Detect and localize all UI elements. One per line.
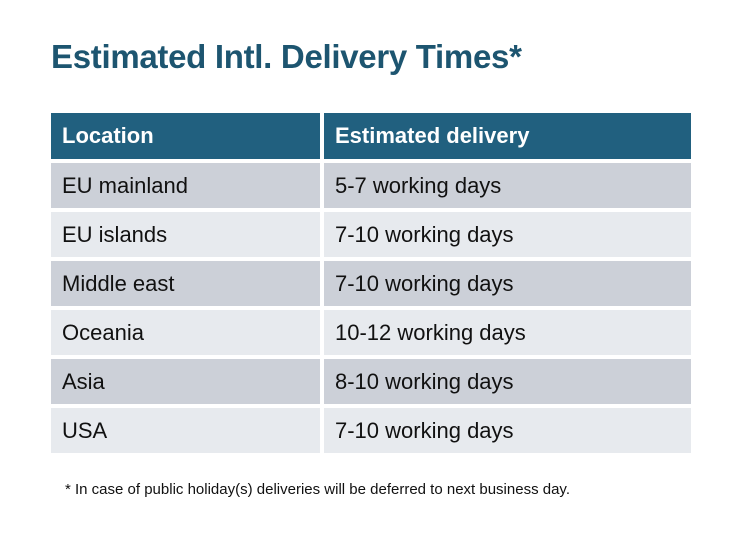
table-row: Oceania 10-12 working days bbox=[51, 310, 691, 355]
table-header-row: Location Estimated delivery bbox=[51, 113, 691, 159]
cell-location: Middle east bbox=[51, 261, 320, 306]
table-row: EU mainland 5-7 working days bbox=[51, 163, 691, 208]
table-row: Asia 8-10 working days bbox=[51, 359, 691, 404]
cell-location: EU mainland bbox=[51, 163, 320, 208]
cell-delivery: 5-7 working days bbox=[324, 163, 691, 208]
cell-delivery: 7-10 working days bbox=[324, 408, 691, 453]
delivery-times-table: Location Estimated delivery EU mainland … bbox=[51, 113, 691, 457]
page-title: Estimated Intl. Delivery Times* bbox=[51, 38, 522, 75]
cell-location: USA bbox=[51, 408, 320, 453]
cell-location: EU islands bbox=[51, 212, 320, 257]
column-header-location: Location bbox=[51, 113, 320, 159]
table-row: Middle east 7-10 working days bbox=[51, 261, 691, 306]
table-row: EU islands 7-10 working days bbox=[51, 212, 691, 257]
cell-location: Asia bbox=[51, 359, 320, 404]
cell-delivery: 8-10 working days bbox=[324, 359, 691, 404]
cell-delivery: 10-12 working days bbox=[324, 310, 691, 355]
table-row: USA 7-10 working days bbox=[51, 408, 691, 453]
cell-location: Oceania bbox=[51, 310, 320, 355]
cell-delivery: 7-10 working days bbox=[324, 261, 691, 306]
footnote-text: * In case of public holiday(s) deliverie… bbox=[65, 481, 570, 498]
column-header-estimated-delivery: Estimated delivery bbox=[324, 113, 691, 159]
cell-delivery: 7-10 working days bbox=[324, 212, 691, 257]
